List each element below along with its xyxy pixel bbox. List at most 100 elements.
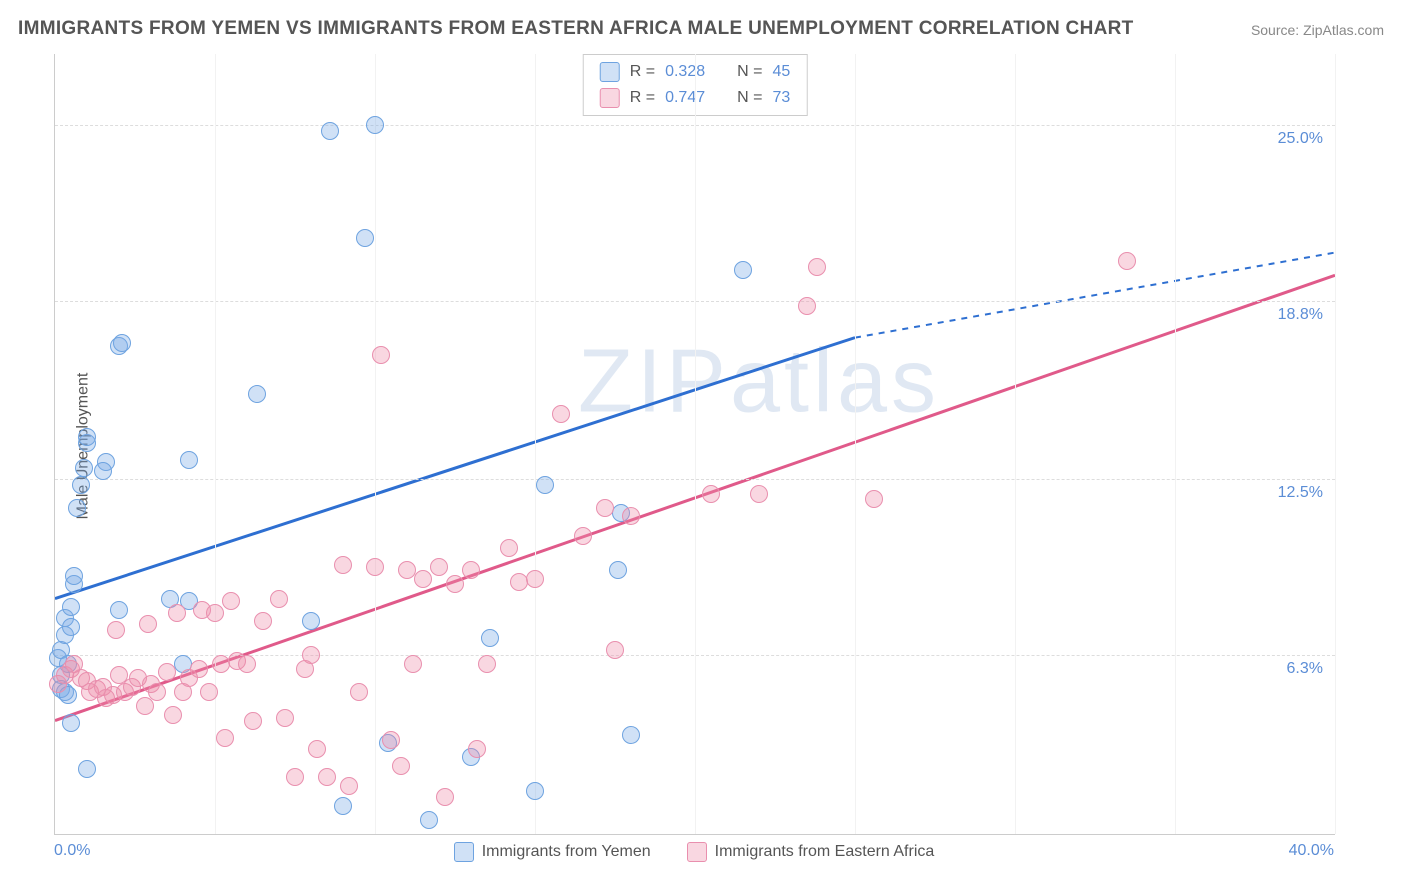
data-point: [404, 655, 422, 673]
gridline-v: [1015, 54, 1016, 834]
legend-n-value: 73: [772, 89, 790, 107]
data-point: [609, 561, 627, 579]
gridline-v: [855, 54, 856, 834]
data-point: [478, 655, 496, 673]
data-point: [254, 612, 272, 630]
data-point: [136, 697, 154, 715]
data-point: [168, 604, 186, 622]
y-tick-label: 25.0%: [1278, 130, 1323, 148]
data-point: [94, 462, 112, 480]
data-point: [574, 527, 592, 545]
data-point: [193, 601, 211, 619]
data-point: [78, 428, 96, 446]
gridline-v: [1335, 54, 1336, 834]
legend-n-value: 45: [772, 63, 790, 81]
data-point: [798, 297, 816, 315]
gridline-v: [535, 54, 536, 834]
data-point: [552, 405, 570, 423]
series-legend-label: Immigrants from Yemen: [482, 843, 651, 861]
data-point: [372, 346, 390, 364]
data-point: [392, 757, 410, 775]
data-point: [113, 334, 131, 352]
legend-n-label: N =: [737, 63, 762, 81]
data-point: [462, 561, 480, 579]
data-point: [270, 590, 288, 608]
plot-area: ZIPatlas R = 0.328 N = 45 R = 0.747 N = 73 6.3%…: [54, 54, 1335, 835]
data-point: [382, 731, 400, 749]
data-point: [430, 558, 448, 576]
data-point: [244, 712, 262, 730]
data-point: [526, 782, 544, 800]
data-point: [510, 573, 528, 591]
chart-title: IMMIGRANTS FROM YEMEN VS IMMIGRANTS FROM…: [18, 18, 1134, 40]
data-point: [200, 683, 218, 701]
data-point: [75, 459, 93, 477]
chart-container: IMMIGRANTS FROM YEMEN VS IMMIGRANTS FROM…: [0, 0, 1406, 892]
data-point: [356, 229, 374, 247]
series-legend: Immigrants from Yemen Immigrants from Eas…: [54, 842, 1334, 867]
legend-swatch: [600, 62, 620, 82]
legend-r-value: 0.328: [665, 63, 705, 81]
data-point: [308, 740, 326, 758]
data-point: [366, 116, 384, 134]
data-point: [222, 592, 240, 610]
gridline-v: [695, 54, 696, 834]
data-point: [216, 729, 234, 747]
data-point: [212, 655, 230, 673]
gridline-v: [1175, 54, 1176, 834]
data-point: [481, 629, 499, 647]
data-point: [526, 570, 544, 588]
data-point: [139, 615, 157, 633]
gridline-v: [215, 54, 216, 834]
legend-r-value: 0.747: [665, 89, 705, 107]
watermark: ZIPatlas: [578, 330, 940, 433]
data-point: [276, 709, 294, 727]
gridline-v: [375, 54, 376, 834]
data-point: [334, 556, 352, 574]
y-tick-label: 18.8%: [1278, 306, 1323, 324]
data-point: [596, 499, 614, 517]
data-point: [248, 385, 266, 403]
data-point: [446, 575, 464, 593]
data-point: [436, 788, 454, 806]
legend-r-label: R =: [630, 63, 655, 81]
legend-swatch: [600, 88, 620, 108]
data-point: [321, 122, 339, 140]
data-point: [65, 567, 83, 585]
data-point: [734, 261, 752, 279]
data-point: [62, 714, 80, 732]
series-legend-item: Immigrants from Yemen: [454, 842, 651, 862]
source-attribution: Source: ZipAtlas.com: [1251, 22, 1384, 38]
data-point: [414, 570, 432, 588]
data-point: [622, 726, 640, 744]
data-point: [340, 777, 358, 795]
data-point: [180, 451, 198, 469]
data-point: [865, 490, 883, 508]
data-point: [296, 660, 314, 678]
data-point: [808, 258, 826, 276]
data-point: [286, 768, 304, 786]
legend-n-label: N =: [737, 89, 762, 107]
data-point: [110, 601, 128, 619]
data-point: [468, 740, 486, 758]
data-point: [366, 558, 384, 576]
data-point: [164, 706, 182, 724]
trend-line-extrapolated: [855, 253, 1335, 338]
legend-r-label: R =: [630, 89, 655, 107]
data-point: [68, 499, 86, 517]
data-point: [78, 760, 96, 778]
y-tick-label: 6.3%: [1287, 660, 1323, 678]
legend-swatch: [687, 842, 707, 862]
data-point: [622, 507, 640, 525]
data-point: [238, 655, 256, 673]
data-point: [62, 598, 80, 616]
data-point: [334, 797, 352, 815]
data-point: [420, 811, 438, 829]
data-point: [702, 485, 720, 503]
data-point: [750, 485, 768, 503]
series-legend-label: Immigrants from Eastern Africa: [715, 843, 935, 861]
y-tick-label: 12.5%: [1278, 484, 1323, 502]
data-point: [536, 476, 554, 494]
data-point: [107, 621, 125, 639]
data-point: [318, 768, 336, 786]
